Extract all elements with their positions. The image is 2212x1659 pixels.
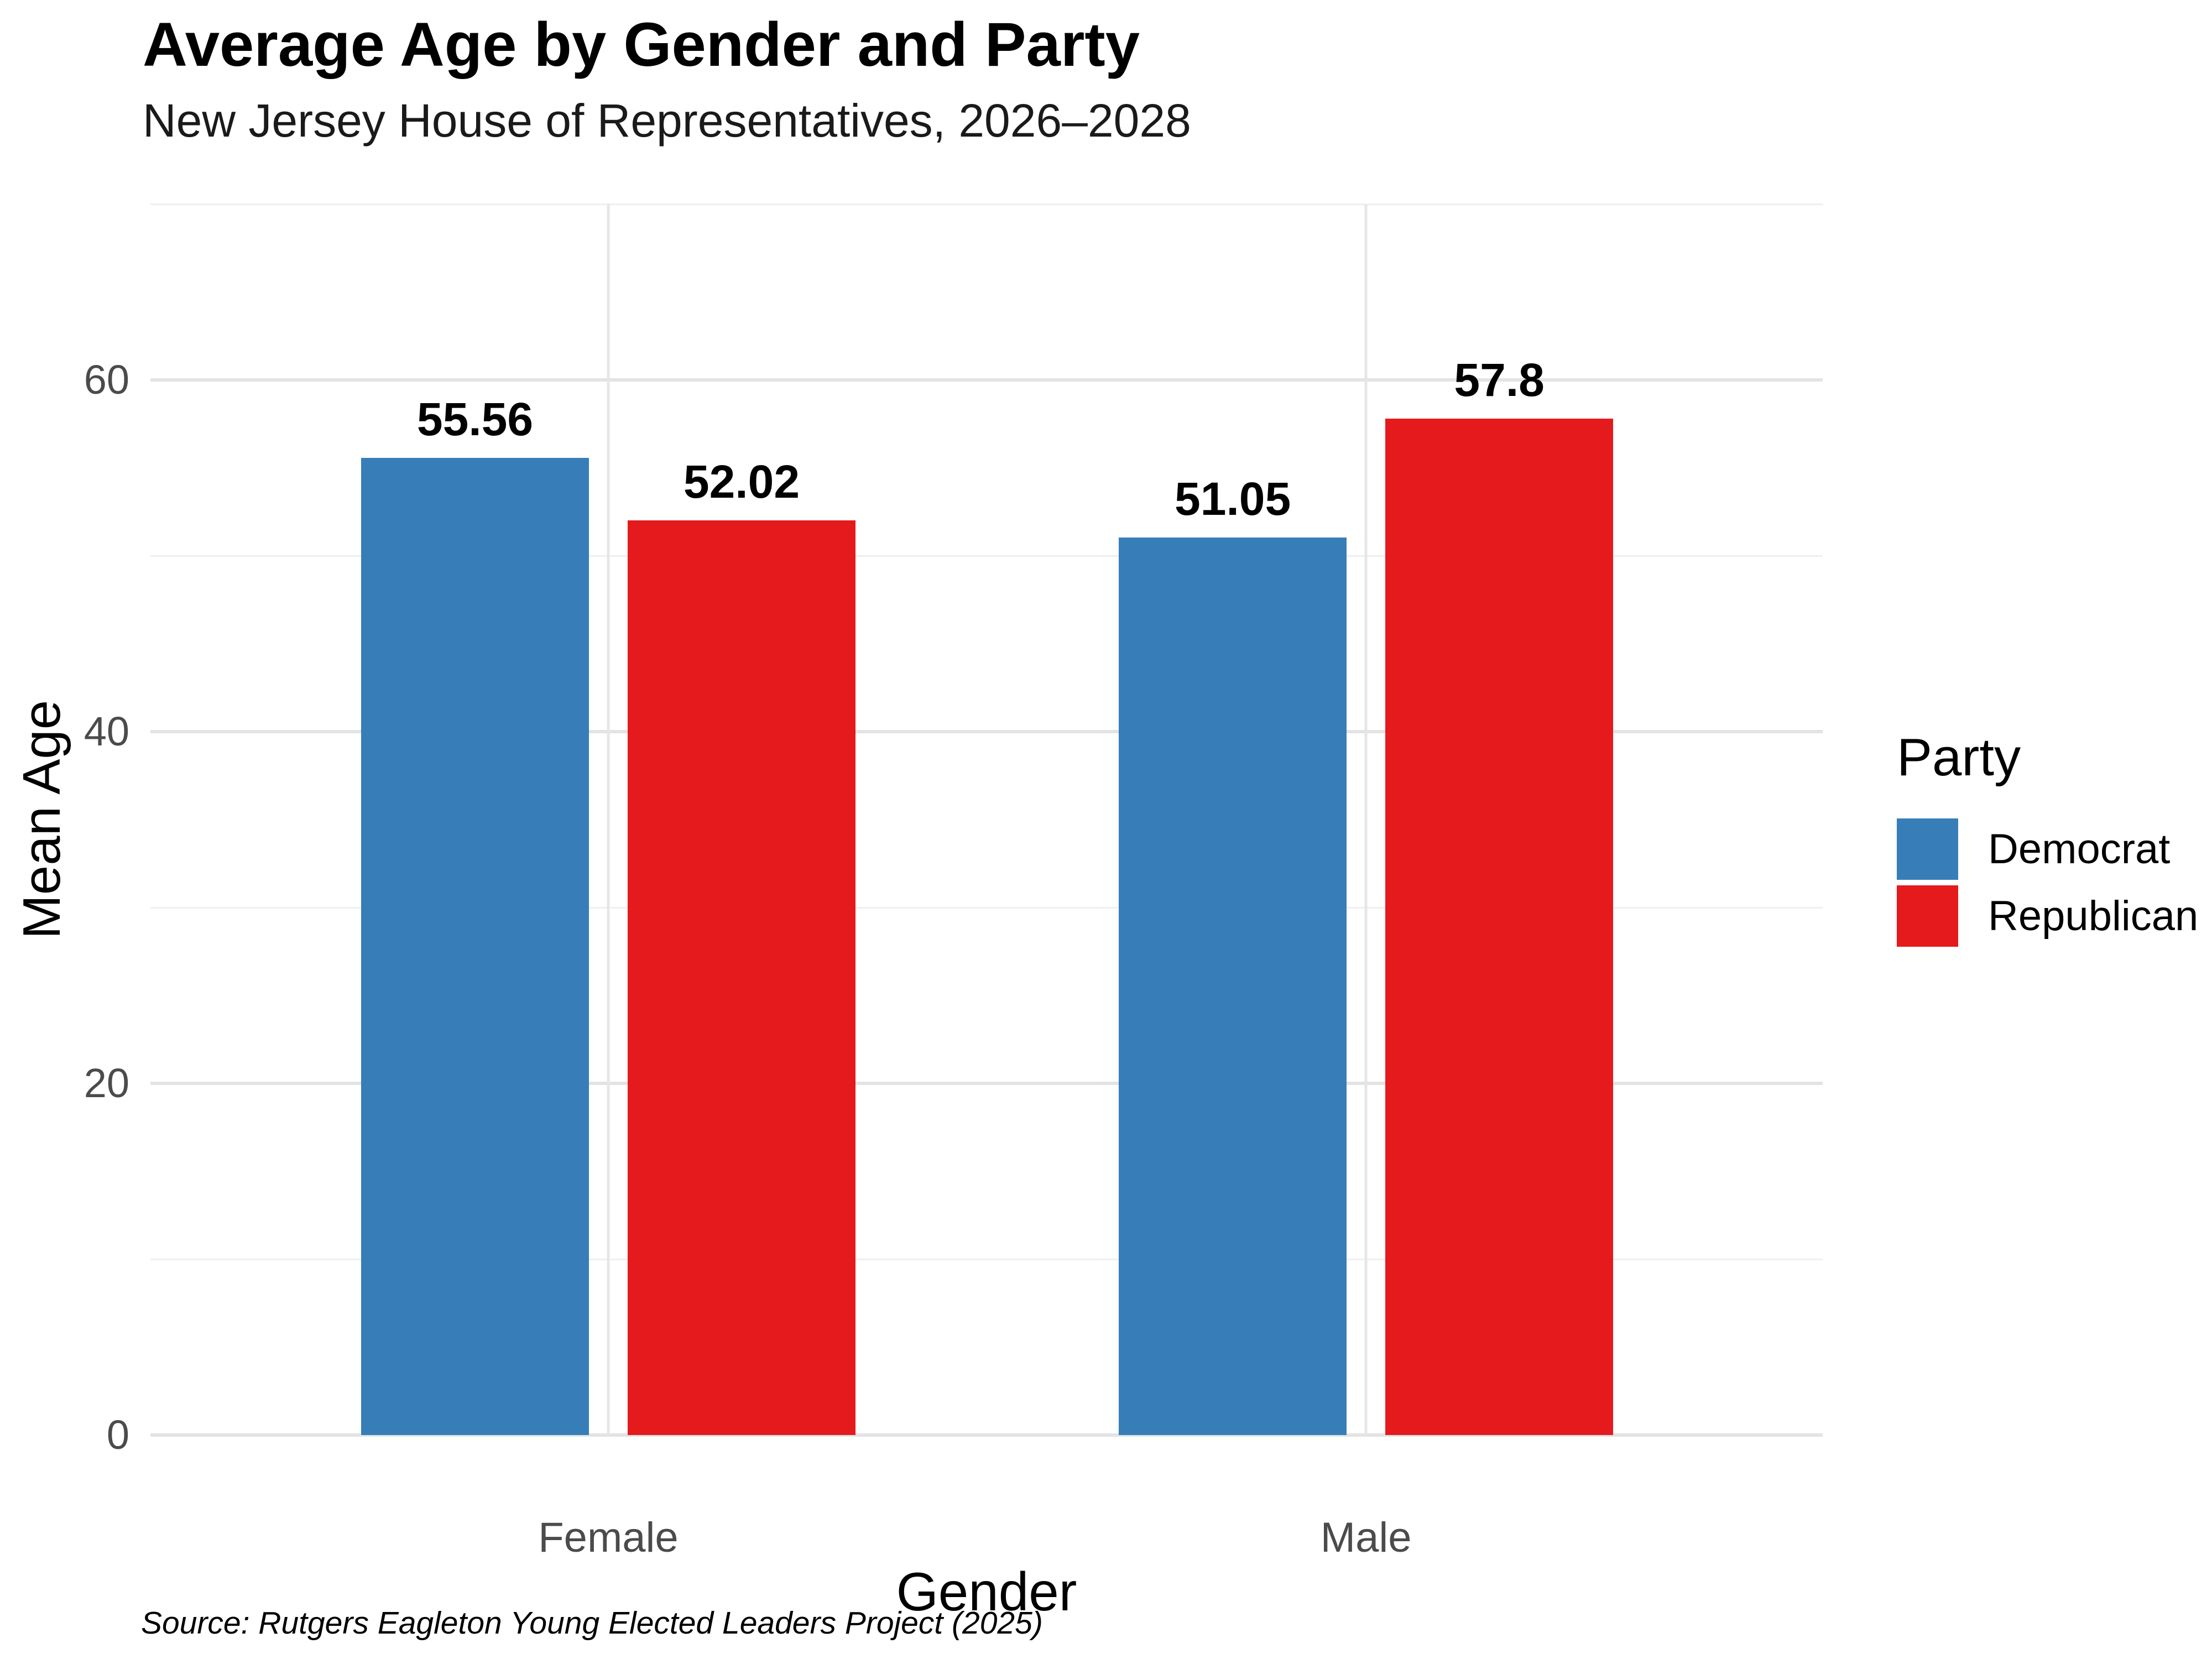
x-tick-label-male: Male [1320, 1514, 1412, 1561]
gridline-vertical [1364, 204, 1368, 1435]
gridline-minor [150, 203, 1823, 205]
legend-item-democrat: Democrat [1897, 818, 2212, 880]
gridline-minor [150, 906, 1823, 909]
bar-group-female: 55.56 52.02 [361, 204, 855, 1435]
legend-item-republican: Republican [1897, 885, 2212, 947]
x-axis-title: Gender [896, 1561, 1077, 1622]
y-tick-label: 60 [84, 357, 129, 403]
gridline-major [150, 1082, 1823, 1086]
legend-swatch-republican [1897, 885, 1958, 947]
bar-group-male: 51.05 57.8 [1119, 204, 1614, 1435]
bar-value-label: 55.56 [416, 393, 534, 446]
gridline-vertical [607, 204, 610, 1435]
bar-value-label: 51.05 [1175, 472, 1291, 525]
gridline-major [150, 730, 1823, 734]
bar-value-label: 57.8 [1454, 353, 1545, 406]
legend-label-republican: Republican [1988, 892, 2199, 940]
y-tick-label: 40 [84, 708, 129, 754]
y-tick-label: 0 [106, 1412, 129, 1458]
y-tick-label: 20 [84, 1060, 129, 1106]
bar-male-republican: 57.8 [1385, 357, 1614, 1435]
legend-title: Party [1897, 728, 2021, 787]
gridline-minor [150, 555, 1823, 557]
gridline-minor [150, 1258, 1823, 1260]
gridline-major [150, 378, 1823, 382]
legend: Party Democrat Republican [1897, 731, 2212, 952]
chart-title: Average Age by Gender and Party [143, 10, 1140, 79]
legend-items: Democrat Republican [1897, 818, 2212, 947]
legend-label-democrat: Democrat [1988, 825, 2171, 873]
bar-male-democrat: 51.05 [1119, 476, 1347, 1435]
gridline-major [150, 1433, 1823, 1437]
bar-female-democrat: 55.56 [361, 396, 589, 1435]
bar-value-label: 52.02 [683, 455, 800, 508]
chart-caption: Source: Rutgers Eagleton Young Elected L… [141, 1605, 1043, 1641]
chart-subtitle: New Jersey House of Representatives, 202… [143, 95, 1191, 147]
x-tick-label-female: Female [538, 1514, 679, 1561]
legend-swatch-democrat [1897, 818, 1958, 880]
plot-panel: 0 20 40 60 Female 55.56 52.02 Male 51.05 57.8 [84, 203, 1823, 1559]
bar-female-republican: 52.02 [627, 458, 855, 1435]
y-axis-title: Mean Age [12, 700, 71, 940]
